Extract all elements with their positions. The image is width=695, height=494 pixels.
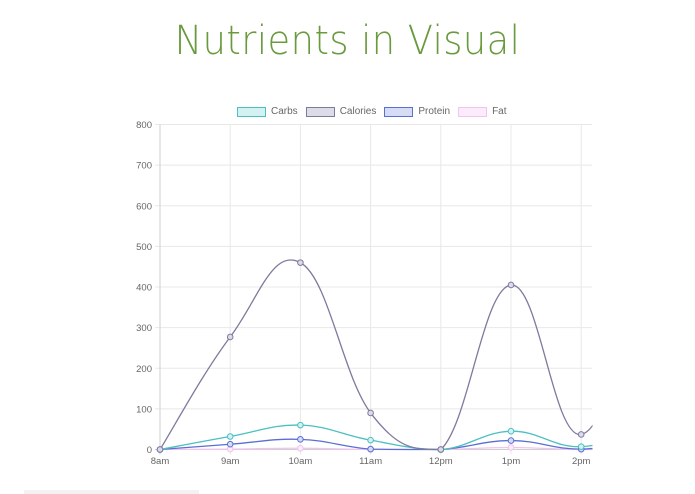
data-point-fat[interactable] (507, 444, 515, 451)
y-tick-label: 0 (147, 445, 152, 456)
legend-item-fat[interactable]: Fat (458, 106, 507, 117)
page-title: Nutrients in Visual (174, 18, 521, 64)
y-tick-label: 500 (136, 242, 152, 253)
data-point-calories[interactable] (156, 446, 164, 453)
series-line-carbs (159, 424, 593, 451)
data-point-calories[interactable] (297, 259, 304, 266)
legend-label: Calories (339, 106, 377, 117)
x-tick-label: 1pm (502, 456, 521, 467)
series-line-protein (159, 438, 593, 451)
legend-label: Fat (492, 106, 507, 117)
legend-item-protein[interactable]: Protein (384, 106, 450, 117)
y-tick-label: 600 (136, 201, 152, 212)
y-axis: 0 100 200 300 400 500 600 700 800 (136, 120, 152, 456)
data-point-protein[interactable] (367, 445, 374, 453)
x-tick-label: 12pm (429, 456, 453, 467)
data-point-carbs[interactable] (226, 433, 234, 440)
x-tick-label: 8am (151, 456, 170, 467)
legend-swatch-fat (458, 106, 488, 117)
legend-label: Carbs (271, 106, 298, 117)
x-tick-label: 9am (221, 456, 240, 467)
legend-label: Protein (418, 106, 451, 117)
chart-grid (155, 124, 592, 455)
legend-item-calories[interactable]: Calories (305, 106, 377, 117)
legend-swatch-protein (384, 106, 414, 117)
x-tick-label: 11am (359, 456, 382, 467)
data-point-calories[interactable] (507, 281, 515, 289)
data-point-protein[interactable] (297, 436, 304, 443)
scrollbar[interactable] (24, 490, 199, 494)
data-point-carbs[interactable] (507, 427, 515, 435)
data-point-carbs[interactable] (577, 443, 585, 450)
data-point-fat[interactable] (297, 444, 304, 452)
y-tick-label: 700 (136, 161, 152, 172)
chart-legend: Carbs Calories Protein Fat (237, 106, 515, 117)
y-tick-label: 300 (136, 323, 152, 334)
legend-swatch-carbs (237, 106, 266, 117)
legend-item-carbs[interactable]: Carbs (237, 106, 298, 117)
data-point-calories[interactable] (367, 409, 374, 417)
data-point-carbs[interactable] (367, 436, 374, 444)
legend-swatch-calories (305, 106, 335, 117)
data-point-carbs[interactable] (297, 421, 304, 429)
chart-series (156, 259, 593, 453)
y-tick-label: 100 (136, 404, 152, 415)
y-tick-label: 200 (136, 364, 152, 375)
x-tick-label: 10am (289, 456, 313, 467)
data-point-calories[interactable] (226, 333, 234, 341)
data-point-calories[interactable] (437, 446, 445, 453)
data-point-calories[interactable] (577, 431, 585, 438)
x-tick-label: 2pm (572, 456, 591, 467)
y-tick-label: 800 (136, 120, 152, 131)
data-point-protein[interactable] (226, 440, 234, 448)
y-tick-label: 400 (136, 283, 152, 294)
data-point-protein[interactable] (507, 437, 515, 444)
x-axis: 8am 9am 10am 11am 12pm 1pm 2pm (151, 456, 591, 467)
